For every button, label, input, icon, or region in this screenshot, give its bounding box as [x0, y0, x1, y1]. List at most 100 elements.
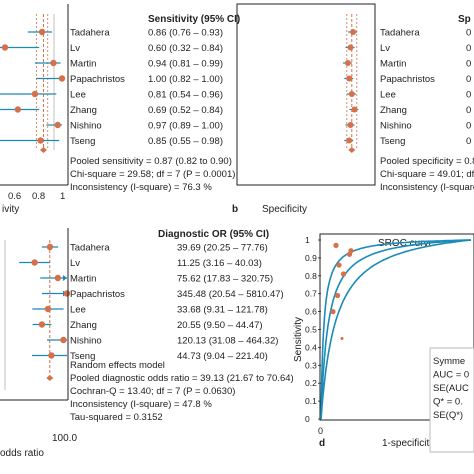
- sroc-y-tick: 0.1: [305, 396, 317, 406]
- sensitivity-x-tick: 0.6: [8, 191, 21, 202]
- specificity-x-label: Specificity: [262, 204, 307, 215]
- specificity-ci-text: 0: [466, 43, 471, 54]
- sensitivity-pooled-diamond: [39, 147, 47, 153]
- specificity-point: [344, 60, 351, 66]
- sroc-study-point: [346, 251, 353, 257]
- specificity-plot-frame: [236, 3, 376, 186]
- panel-a: 0.6 0.8 1 ivity Sensitivity (95% CI) Tadah…: [0, 4, 240, 215]
- sensitivity-study-name: Zhang: [70, 105, 97, 116]
- sroc-curve-lower: [320, 239, 472, 419]
- sensitivity-summary-line: Inconsistency (I-square) = 76.3 %: [70, 182, 212, 193]
- dor-point: [54, 274, 62, 282]
- sensitivity-point: [58, 75, 66, 82]
- sroc-y-tick-labels: 0 0.1 0.2 0.3 0.4 0.5 0.6 0.7 0.8 0.9 1: [305, 235, 321, 424]
- sroc-legend-line: SE(AUC: [433, 383, 469, 394]
- sensitivity-study-name: Lee: [70, 90, 86, 101]
- sroc-x-tick-0: 0: [318, 426, 323, 436]
- dor-study-name: Tseng: [70, 351, 95, 362]
- sroc-study-point: [330, 309, 336, 315]
- sensitivity-point: [37, 137, 44, 144]
- specificity-ci-text: 0: [466, 121, 471, 132]
- sroc-y-tick: 0.6: [305, 307, 317, 317]
- sroc-legend: Symme AUC = 0 SE(AUC Q* = 0. SE(Q*): [433, 356, 469, 421]
- sroc-curve-main: [320, 239, 472, 419]
- dor-point: [46, 243, 54, 251]
- sroc-y-tick: 0.4: [305, 342, 317, 352]
- sroc-plot-frame: [319, 233, 474, 421]
- specificity-ci-text: 0: [466, 136, 471, 147]
- dor-study-rows: Tadahera 39.69 (20.25 – 77.76) Lv 11.25 (3.…: [70, 243, 284, 363]
- panel-b-letter: b: [232, 204, 238, 215]
- sroc-legend-line: Symme: [433, 356, 465, 367]
- dor-ci-text: 20.55 (9.50 – 44.47): [177, 320, 263, 331]
- dor-study-name: Lee: [70, 305, 86, 316]
- sensitivity-ci-text: 1.00 (0.82 – 1.00): [148, 74, 223, 85]
- specificity-summary-line: Chi-square = 49.01; df = 7: [380, 169, 474, 180]
- dor-pooled-diamond: [46, 375, 54, 381]
- sroc-curves: [320, 239, 472, 419]
- sroc-title: SROC curve: [378, 238, 435, 249]
- dor-point: [31, 259, 38, 266]
- dor-summary: Random effects model Pooled diagnostic od…: [70, 360, 294, 423]
- sensitivity-study-name: Tseng: [70, 136, 95, 147]
- specificity-summary-line: Inconsistency (I-square): [380, 182, 474, 193]
- dor-point: [38, 321, 46, 328]
- dor-point: [48, 352, 55, 359]
- sensitivity-study-name: Tadahera: [70, 28, 110, 39]
- dor-ci-arrow: [63, 275, 67, 281]
- panel-b: b Specificity Sp Tadahera 0 Lv 0 Martin 0 Papa…: [232, 3, 474, 215]
- specificity-pooled-diamond: [348, 147, 356, 153]
- sensitivity-ci-text: 0.97 (0.89 – 1.00): [148, 121, 223, 132]
- specificity-point: [351, 106, 358, 113]
- sroc-study-points: [330, 242, 354, 340]
- sensitivity-ci-text: 0.69 (0.52 – 0.84): [148, 105, 223, 116]
- dor-summary-line: Cochran-Q = 13.40; df = 7 (P = 0.0630): [70, 386, 235, 397]
- sensitivity-header: Sensitivity (95% CI): [148, 14, 240, 25]
- dor-header: Diagnostic OR (95% CI): [158, 229, 269, 240]
- specificity-point: [350, 29, 357, 35]
- sensitivity-x-tick: 0.8: [32, 191, 45, 202]
- specificity-point: [348, 91, 355, 97]
- specificity-ci-text: 0: [466, 59, 471, 70]
- sensitivity-point: [54, 121, 61, 129]
- sroc-legend-line: AUC = 0: [433, 370, 469, 381]
- sensitivity-x-tick: 1: [60, 191, 65, 202]
- sensitivity-point: [1, 44, 9, 51]
- dor-x-tick: 100.0: [52, 433, 77, 444]
- dor-summary-line: Inconsistency (I-square) = 47.8 %: [70, 399, 212, 410]
- dor-study-name: Tadahera: [70, 243, 110, 254]
- specificity-study-name: Zhang: [380, 105, 407, 116]
- specificity-point: [346, 75, 353, 82]
- sensitivity-ci-text: 0.86 (0.76 – 0.93): [148, 28, 223, 39]
- dor-study-name: Papachristos: [70, 289, 125, 300]
- specificity-ci-text: 0: [466, 90, 471, 101]
- sensitivity-point: [31, 90, 39, 98]
- dor-ci-text: 11.25 (3.16 – 40.03): [177, 258, 262, 269]
- specificity-study-name: Lv: [380, 43, 390, 54]
- dor-study-name: Zhang: [70, 320, 97, 331]
- sensitivity-x-label: ivity: [2, 204, 19, 215]
- sensitivity-study-name: Papachristos: [70, 74, 125, 85]
- dor-point: [60, 336, 67, 344]
- specificity-study-name: Tseng: [380, 136, 405, 147]
- specificity-point: [347, 44, 354, 51]
- sensitivity-point: [38, 28, 46, 36]
- specificity-study-name: Tadahera: [380, 28, 420, 39]
- sroc-study-point: [334, 292, 341, 299]
- sroc-study-point: [333, 242, 339, 248]
- sroc-y-tick: 0.5: [305, 325, 317, 335]
- specificity-study-name: Martin: [380, 59, 406, 70]
- sroc-y-tick: 0.7: [305, 289, 317, 299]
- dor-plot-area: [4, 240, 71, 390]
- panel-d: SROC curve 0 0.1 0.2 0.3 0.4 0.5 0.6 0.7 0.8 0.9 1…: [293, 233, 474, 453]
- dor-point: [63, 290, 71, 297]
- sensitivity-study-name: Nishino: [70, 121, 102, 132]
- sensitivity-ci-text: 0.85 (0.55 – 0.98): [148, 136, 223, 147]
- panel-c: odds ratio 100.0 Diagnostic OR (95% CI) …: [0, 228, 294, 459]
- sensitivity-study-name: Martin: [70, 59, 96, 70]
- specificity-ci-text: 0: [466, 105, 471, 116]
- dor-summary-line: Random effects model: [70, 360, 165, 371]
- specificity-summary-line: Pooled specificity = 0.8: [380, 156, 474, 167]
- specificity-point: [347, 122, 354, 128]
